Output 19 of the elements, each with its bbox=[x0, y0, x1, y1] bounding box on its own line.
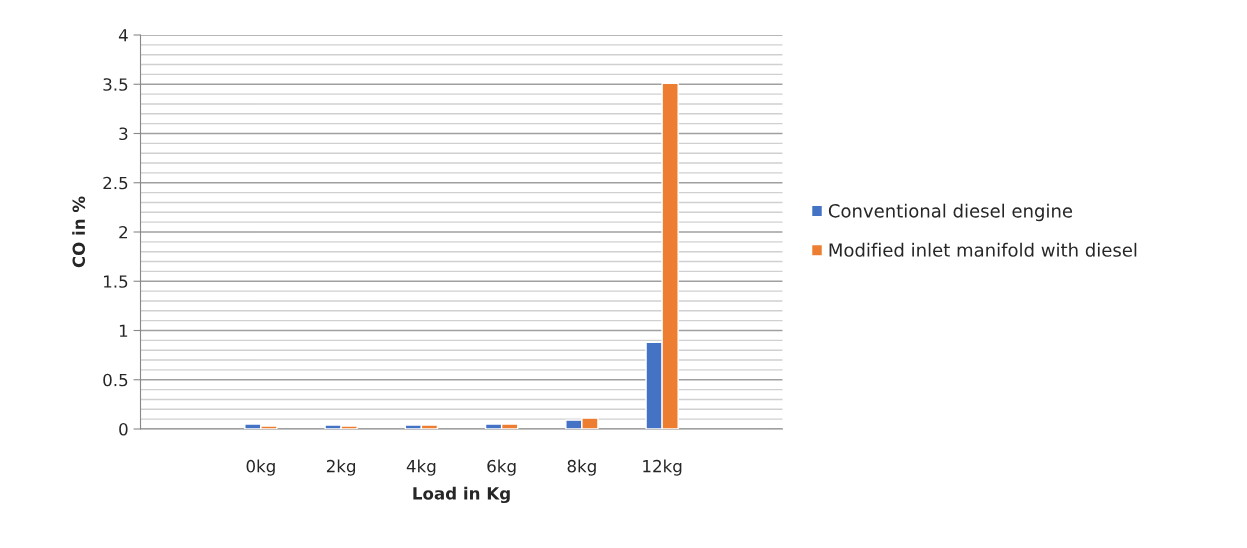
x-tick-label: 12kg bbox=[643, 459, 682, 476]
y-tick-label: 0.5 bbox=[103, 373, 128, 387]
y-tick-label: 0 bbox=[119, 422, 128, 436]
y-tick-label: 1 bbox=[119, 324, 128, 337]
y-tick-label: 3.5 bbox=[103, 78, 128, 91]
y-tick-label: 3 bbox=[119, 127, 128, 141]
x-tick-label: 0kg bbox=[246, 459, 275, 476]
y-tick-label: 1.5 bbox=[104, 275, 128, 288]
x-tick-label: 6kg bbox=[487, 459, 516, 476]
x-axis-title: Load in Kg bbox=[413, 486, 510, 504]
legend-label: Conventional diesel engine bbox=[828, 203, 1073, 222]
x-tick-label: 4kg bbox=[406, 459, 436, 476]
legend-label: Modified inlet manifold with diesel bbox=[829, 242, 1137, 257]
y-axis-title: CO in % bbox=[72, 196, 86, 268]
y-tick-label: 2 bbox=[119, 225, 128, 239]
y-tick-label: 2.5 bbox=[103, 176, 128, 190]
x-tick-label: 8kg bbox=[567, 459, 596, 476]
y-tick-label: 4 bbox=[118, 29, 128, 42]
x-tick-label: 2kg bbox=[326, 459, 356, 476]
